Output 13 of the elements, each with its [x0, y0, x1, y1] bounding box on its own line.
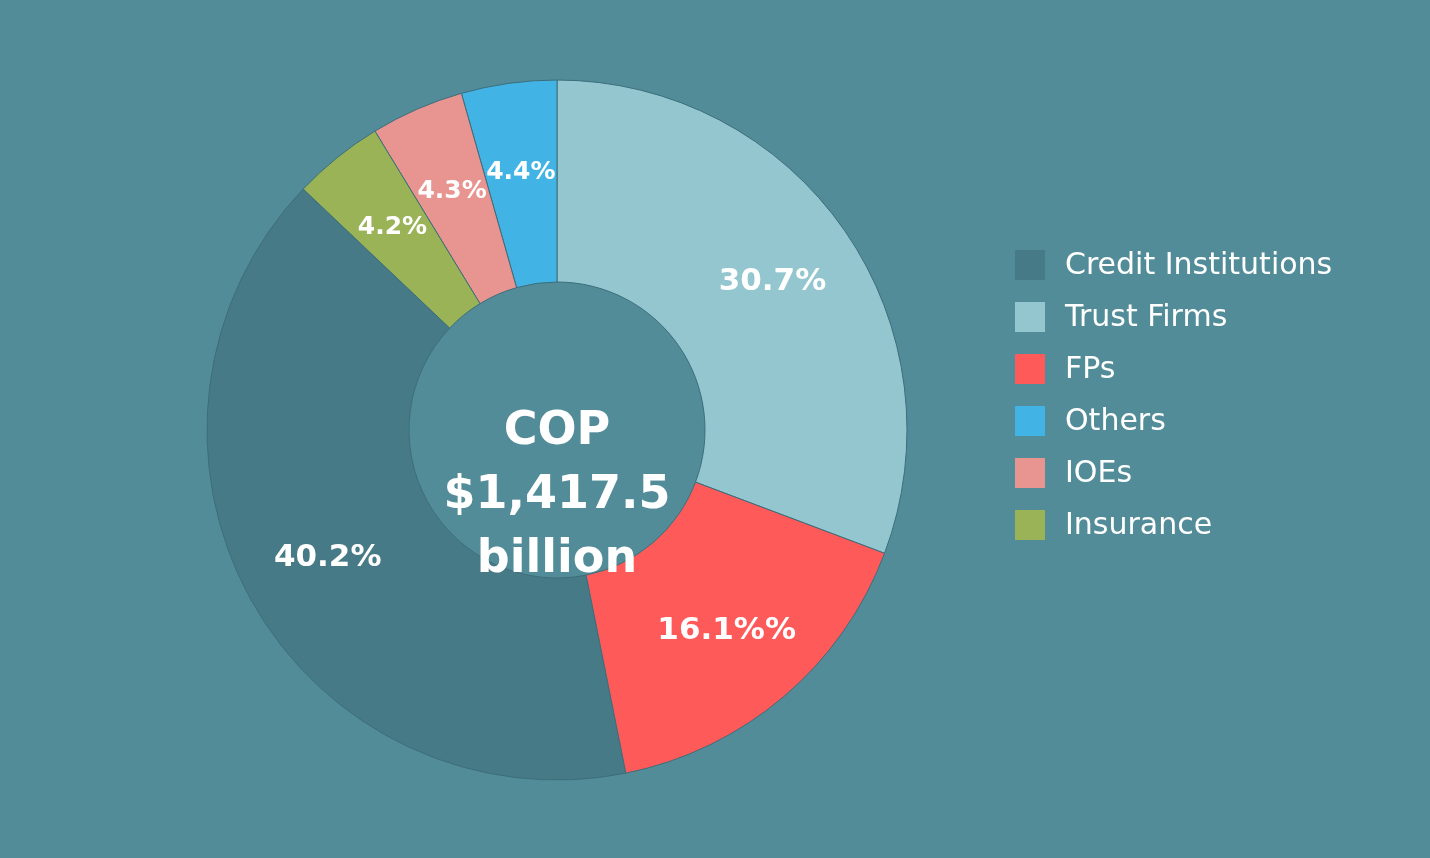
data-label: 4.4%: [486, 155, 556, 185]
legend-label: Others: [1065, 402, 1166, 437]
data-label: 16.1%%: [657, 609, 796, 646]
text: COP $1,417.5 billion: [443, 401, 671, 583]
data-label: 4.3%: [417, 174, 487, 204]
data-label: 30.7%: [718, 260, 827, 297]
legend-label: Trust Firms: [1064, 298, 1228, 333]
legend-label: FPs: [1065, 350, 1116, 385]
legend-label: IOEs: [1065, 454, 1133, 489]
legend-label: Credit Institutions: [1065, 246, 1333, 281]
legend-label: Insurance: [1065, 506, 1213, 541]
data-label: 40.2%: [273, 536, 382, 573]
data-label: 4.2%: [357, 211, 428, 241]
